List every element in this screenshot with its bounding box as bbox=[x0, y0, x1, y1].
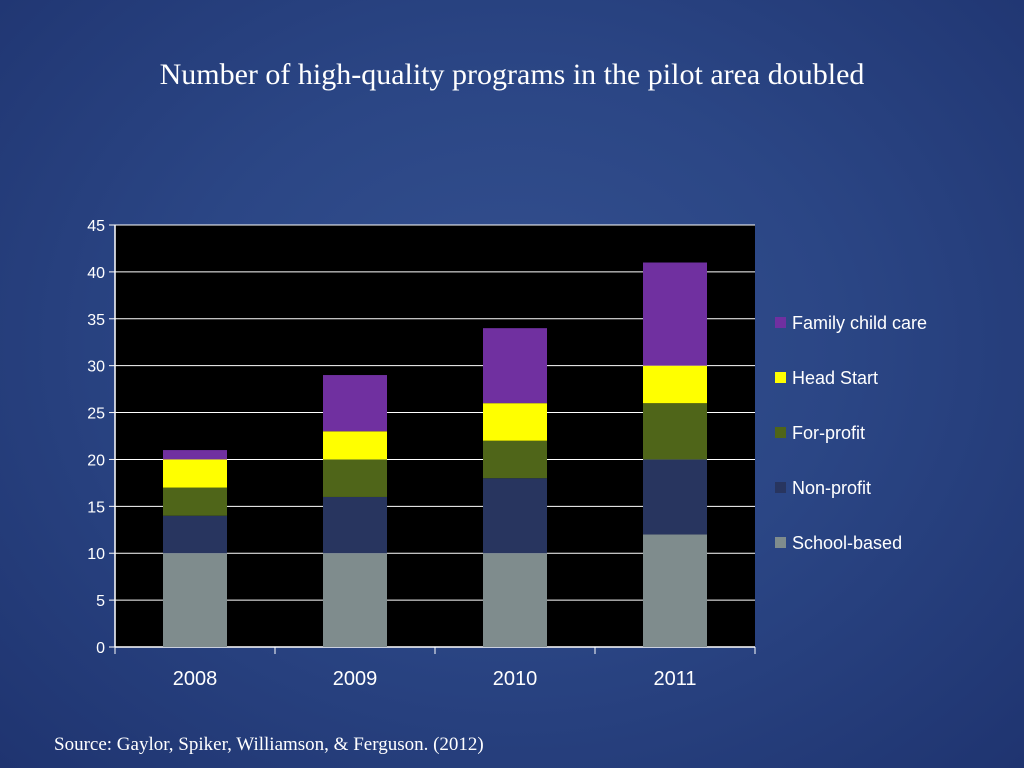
bar-non-profit-2009 bbox=[323, 496, 387, 554]
bar-school-based-2011 bbox=[643, 534, 707, 647]
legend-swatch-school-based bbox=[775, 537, 786, 548]
legend-label-for-profit: For-profit bbox=[792, 423, 865, 443]
legend-swatch-for-profit bbox=[775, 427, 786, 438]
x-tick-label-2008: 2008 bbox=[173, 668, 218, 690]
bar-for-profit-2010 bbox=[483, 440, 547, 479]
bar-non-profit-2011 bbox=[643, 459, 707, 535]
y-tick-label-20: 20 bbox=[87, 452, 105, 469]
y-tick-label-45: 45 bbox=[87, 218, 105, 235]
bar-for-profit-2009 bbox=[323, 459, 387, 497]
bar-family-child-care-2011 bbox=[643, 262, 707, 366]
y-tick-label-40: 40 bbox=[87, 265, 105, 282]
bar-for-profit-2011 bbox=[643, 403, 707, 460]
bar-non-profit-2008 bbox=[163, 515, 227, 554]
legend-label-head-start: Head Start bbox=[792, 368, 878, 388]
y-tick-label-0: 0 bbox=[96, 640, 105, 657]
bar-non-profit-2010 bbox=[483, 478, 547, 554]
x-tick-label-2010: 2010 bbox=[493, 668, 538, 690]
legend-label-non-profit: Non-profit bbox=[792, 478, 871, 498]
bar-school-based-2010 bbox=[483, 553, 547, 647]
bar-head-start-2010 bbox=[483, 403, 547, 441]
bar-family-child-care-2009 bbox=[323, 375, 387, 432]
bar-school-based-2008 bbox=[163, 553, 227, 647]
x-tick-label-2009: 2009 bbox=[333, 668, 378, 690]
bar-head-start-2008 bbox=[163, 459, 227, 488]
legend-swatch-head-start bbox=[775, 372, 786, 383]
source-citation: Source: Gaylor, Spiker, Williamson, & Fe… bbox=[54, 734, 484, 755]
x-tick-label-2011: 2011 bbox=[653, 668, 696, 690]
y-tick-label-10: 10 bbox=[87, 546, 105, 563]
y-tick-label-35: 35 bbox=[87, 312, 105, 329]
legend-label-family-child-care: Family child care bbox=[792, 313, 927, 333]
y-tick-label-30: 30 bbox=[87, 359, 105, 376]
bar-head-start-2009 bbox=[323, 431, 387, 460]
y-tick-label-15: 15 bbox=[87, 499, 105, 516]
bar-school-based-2009 bbox=[323, 553, 387, 647]
legend-swatch-non-profit bbox=[775, 482, 786, 493]
y-tick-label-5: 5 bbox=[96, 593, 105, 610]
legend-label-school-based: School-based bbox=[792, 533, 902, 553]
bar-family-child-care-2010 bbox=[483, 328, 547, 404]
bar-family-child-care-2008 bbox=[163, 450, 227, 460]
bar-head-start-2011 bbox=[643, 365, 707, 404]
slide-title: Number of high-quality programs in the p… bbox=[159, 58, 865, 91]
bar-for-profit-2008 bbox=[163, 487, 227, 516]
y-tick-label-25: 25 bbox=[87, 406, 105, 423]
legend-swatch-family-child-care bbox=[775, 317, 786, 328]
